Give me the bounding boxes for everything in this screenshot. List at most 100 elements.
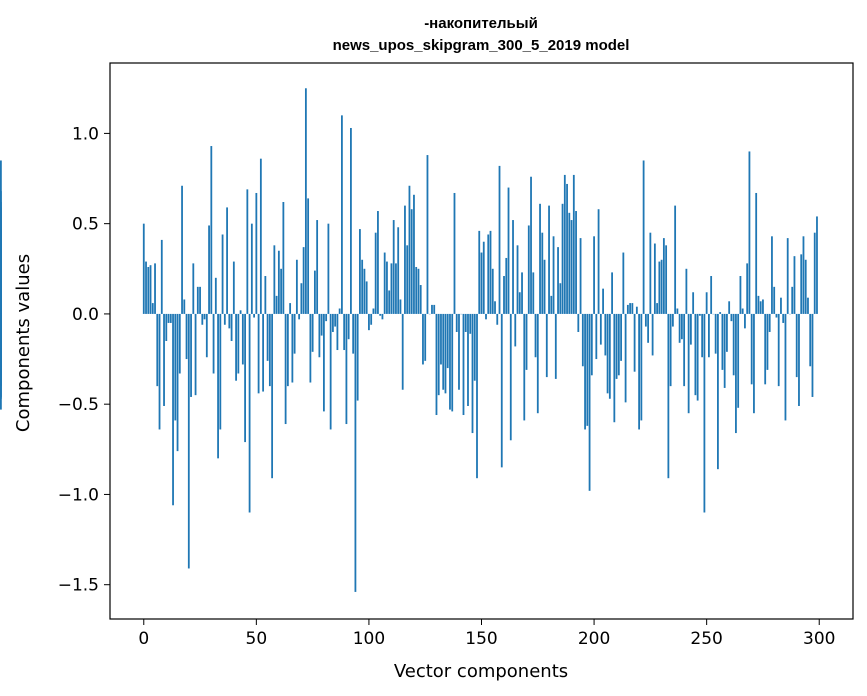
y-tick-label: −1.0 — [58, 485, 99, 505]
bar — [410, 209, 413, 314]
bar — [482, 241, 485, 314]
bar — [491, 268, 494, 314]
bar — [174, 313, 177, 421]
bar — [539, 203, 541, 314]
bar — [417, 268, 420, 314]
bar — [264, 276, 267, 314]
bar — [300, 283, 303, 314]
bar — [541, 232, 544, 314]
bar — [719, 312, 722, 314]
bar — [210, 146, 213, 314]
bar — [795, 313, 798, 378]
bar — [525, 313, 528, 370]
bar — [390, 263, 393, 314]
bar — [687, 313, 690, 414]
bar — [435, 313, 438, 416]
bar — [226, 207, 228, 314]
bar — [205, 313, 208, 358]
bar — [381, 313, 384, 320]
x-axis-ticks: 0 50 100 150 200 250 300 — [138, 619, 835, 649]
bar — [768, 313, 771, 332]
bar — [480, 252, 483, 314]
bar — [640, 313, 643, 421]
bar — [223, 313, 226, 325]
bar — [183, 299, 186, 314]
bar — [746, 263, 749, 314]
bar — [298, 313, 301, 320]
bar — [268, 313, 271, 387]
bar — [658, 261, 661, 314]
bar — [433, 304, 436, 314]
bar — [399, 299, 402, 314]
bar — [356, 313, 359, 401]
bar — [611, 272, 613, 314]
bar — [316, 220, 319, 314]
bar — [151, 303, 154, 314]
bar — [667, 313, 670, 479]
bar — [703, 313, 706, 513]
bar — [449, 313, 451, 410]
bar — [187, 313, 190, 569]
bar — [444, 313, 447, 394]
bar — [212, 313, 215, 374]
bar — [563, 174, 566, 314]
bar — [422, 313, 424, 365]
bar — [325, 313, 328, 322]
bar — [545, 313, 548, 378]
bar — [343, 313, 346, 351]
bar — [730, 313, 733, 322]
bar — [802, 236, 805, 314]
bar — [286, 313, 289, 387]
bar — [570, 220, 573, 314]
bar — [246, 189, 249, 314]
bar — [158, 313, 161, 430]
bar — [413, 194, 415, 314]
bar — [169, 313, 172, 323]
x-axis-label: Vector components — [394, 661, 568, 682]
bar — [728, 301, 731, 314]
bar — [516, 245, 519, 314]
bar — [737, 313, 740, 408]
bar — [689, 313, 692, 345]
bar — [331, 313, 334, 332]
bar — [374, 232, 377, 314]
bar — [741, 308, 744, 314]
bar — [505, 257, 508, 314]
bar — [683, 313, 686, 387]
bar — [762, 299, 764, 314]
bar — [615, 313, 618, 379]
bar — [253, 313, 255, 318]
bar — [181, 185, 183, 314]
bar — [221, 234, 224, 314]
bar — [307, 198, 310, 314]
bar — [532, 272, 535, 314]
bar — [755, 192, 758, 314]
y-tick-label: −1.5 — [58, 576, 99, 596]
bar — [404, 205, 406, 314]
bar — [771, 236, 773, 314]
bar — [566, 183, 568, 314]
bar — [739, 276, 742, 314]
bar — [793, 256, 796, 314]
bar — [584, 313, 586, 430]
bar — [676, 308, 679, 314]
bars-group — [0, 88, 818, 592]
bar — [548, 205, 550, 314]
bar — [626, 304, 629, 314]
bar — [780, 297, 782, 314]
bar — [458, 313, 460, 390]
bar — [602, 288, 604, 314]
bar — [291, 313, 294, 383]
bar — [262, 313, 265, 392]
bar — [464, 313, 467, 332]
x-tick-label: 50 — [246, 629, 268, 649]
bar — [694, 313, 697, 396]
bar — [750, 313, 753, 385]
bar — [744, 313, 746, 329]
bar — [735, 313, 737, 434]
x-tick-label: 300 — [803, 629, 835, 649]
bar — [0, 313, 2, 349]
bar — [638, 313, 641, 430]
bar — [536, 313, 539, 414]
